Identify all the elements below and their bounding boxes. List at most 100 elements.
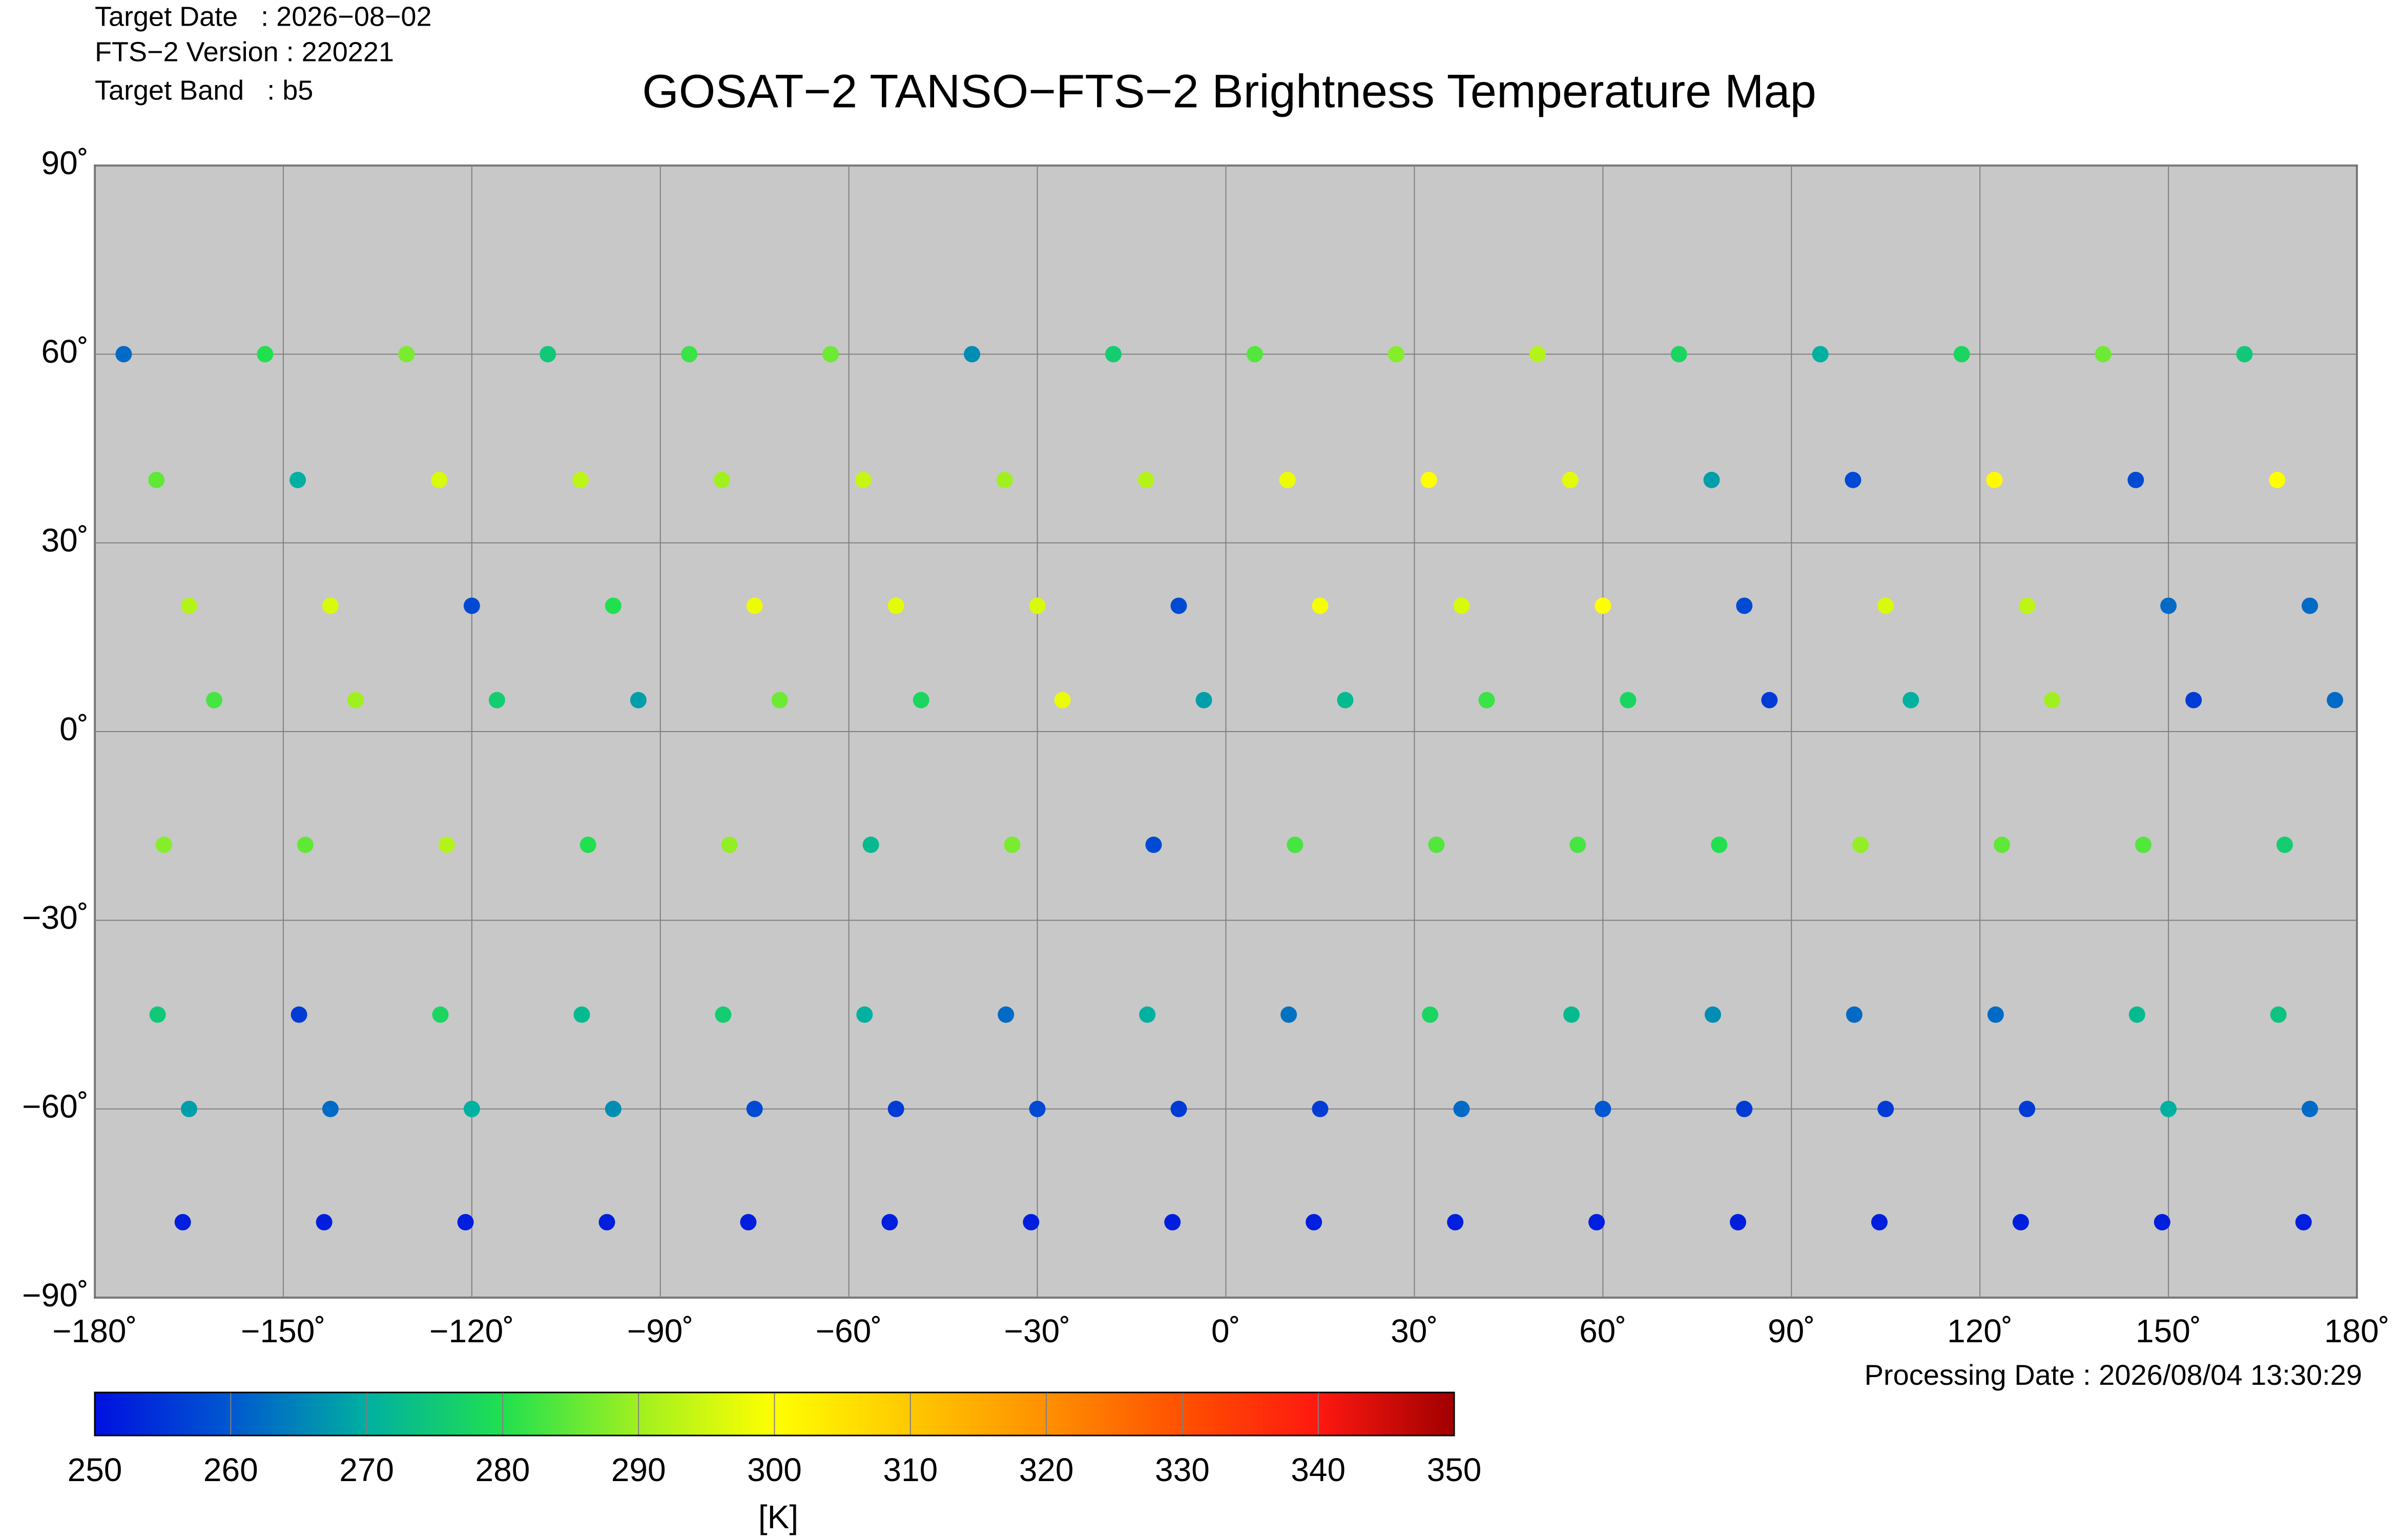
data-point xyxy=(463,1100,480,1117)
data-point xyxy=(1711,837,1728,853)
data-point xyxy=(713,471,730,488)
data-point xyxy=(2302,597,2319,614)
data-point xyxy=(457,1214,474,1231)
data-point xyxy=(1447,1214,1464,1231)
header-line: Target Band : b5 xyxy=(95,75,313,106)
data-point xyxy=(463,597,480,614)
data-point xyxy=(347,692,364,709)
colorbar-tick-label: 260 xyxy=(203,1451,258,1488)
data-point xyxy=(438,837,455,853)
data-point xyxy=(1453,597,1470,614)
colorbar-tick-label: 310 xyxy=(883,1451,938,1488)
data-point xyxy=(149,1006,166,1023)
colorbar-segment xyxy=(638,1392,775,1435)
data-point xyxy=(1736,597,1753,614)
data-point xyxy=(855,471,872,488)
data-point xyxy=(1845,471,1861,488)
colorbar-tick-label: 270 xyxy=(339,1451,394,1488)
data-point xyxy=(1306,1214,1322,1231)
data-point xyxy=(1029,1100,1046,1117)
data-point xyxy=(1846,1006,1863,1023)
x-tick-label: −30˚ xyxy=(1004,1313,1071,1349)
data-point xyxy=(746,597,763,614)
data-point xyxy=(2160,597,2177,614)
data-point xyxy=(1428,837,1445,853)
data-point xyxy=(1246,346,1263,363)
data-point xyxy=(887,597,904,614)
data-point xyxy=(431,471,448,488)
data-point xyxy=(174,1214,191,1231)
data-point xyxy=(398,346,415,363)
data-point xyxy=(2327,692,2344,709)
x-tick-label: −180˚ xyxy=(52,1313,137,1349)
data-point xyxy=(1420,471,1437,488)
y-tick-label: 60˚ xyxy=(42,333,89,370)
data-point xyxy=(289,471,306,488)
y-tick-label: 0˚ xyxy=(59,711,89,747)
data-point xyxy=(740,1214,757,1231)
y-tick-label: 30˚ xyxy=(42,522,89,559)
data-point xyxy=(1337,692,1354,709)
x-tick-label: −60˚ xyxy=(816,1313,882,1349)
data-point xyxy=(1280,1006,1297,1023)
x-tick-label: 0˚ xyxy=(1211,1313,1240,1349)
colorbar-label: [K] xyxy=(758,1499,798,1535)
data-point xyxy=(572,471,589,488)
data-point xyxy=(2276,837,2293,853)
data-point xyxy=(180,597,197,614)
data-point xyxy=(2128,1006,2145,1023)
colorbar-tick-label: 280 xyxy=(475,1451,530,1488)
data-point xyxy=(2295,1214,2312,1231)
data-point xyxy=(1812,346,1829,363)
data-point xyxy=(2236,346,2253,363)
colorbar-segment xyxy=(1182,1392,1318,1435)
data-point xyxy=(1730,1214,1747,1231)
data-point xyxy=(1004,837,1021,853)
data-point xyxy=(115,346,132,363)
data-point xyxy=(1852,837,1869,853)
colorbar-segment xyxy=(1318,1392,1454,1435)
data-point xyxy=(2095,346,2112,363)
data-point xyxy=(2269,471,2286,488)
data-point xyxy=(291,1006,307,1023)
x-tick-label: 60˚ xyxy=(1579,1313,1627,1349)
data-point xyxy=(1453,1100,1470,1117)
y-tick-label: −90˚ xyxy=(22,1277,89,1314)
colorbar-segment xyxy=(774,1392,911,1435)
data-point xyxy=(1987,1006,2004,1023)
data-point xyxy=(2044,692,2061,709)
data-point xyxy=(996,471,1013,488)
data-point xyxy=(155,837,172,853)
data-point xyxy=(540,346,556,363)
data-point xyxy=(1994,837,2011,853)
data-point xyxy=(573,1006,590,1023)
data-point xyxy=(2302,1100,2319,1117)
data-point xyxy=(1563,1006,1580,1023)
data-point xyxy=(257,346,274,363)
data-point xyxy=(1312,1100,1329,1117)
data-point xyxy=(1478,692,1495,709)
data-point xyxy=(630,692,647,709)
data-point xyxy=(2135,837,2152,853)
data-point xyxy=(862,837,879,853)
data-point xyxy=(1620,692,1637,709)
data-point xyxy=(681,346,698,363)
colorbar-segment xyxy=(502,1392,639,1435)
data-point xyxy=(1170,597,1187,614)
data-point xyxy=(598,1214,615,1231)
data-point xyxy=(1029,597,1046,614)
colorbar-frame xyxy=(94,1391,1455,1437)
data-point xyxy=(715,1006,732,1023)
data-point xyxy=(1670,346,1687,363)
data-point xyxy=(2012,1214,2029,1231)
colorbar-tick-label: 340 xyxy=(1291,1451,1346,1488)
x-tick-label: 120˚ xyxy=(1947,1313,2013,1349)
x-tick-label: 30˚ xyxy=(1391,1313,1438,1349)
data-point xyxy=(1588,1214,1605,1231)
data-point xyxy=(206,692,223,709)
data-point xyxy=(2019,597,2036,614)
data-point xyxy=(1195,692,1212,709)
data-point xyxy=(1736,1100,1753,1117)
data-point xyxy=(1595,597,1611,614)
